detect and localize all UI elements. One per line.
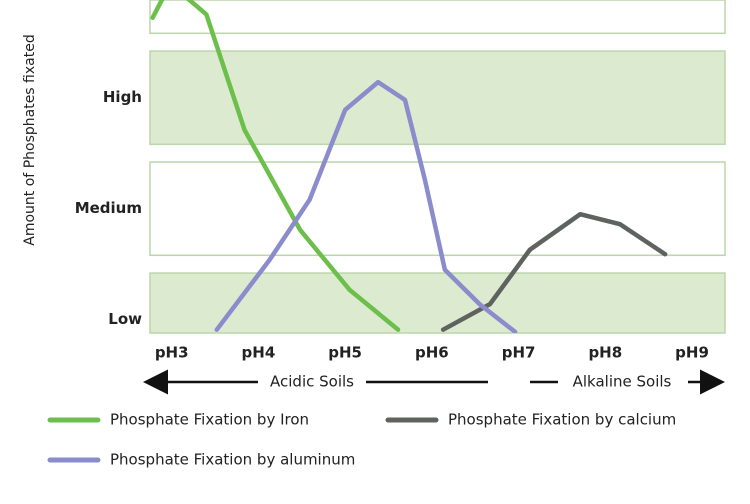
x-tick-label: pH9 bbox=[675, 344, 709, 362]
y-tick-label: Medium bbox=[75, 199, 142, 217]
legend-label: Phosphate Fixation by aluminum bbox=[110, 451, 355, 469]
x-tick-label: pH8 bbox=[588, 344, 622, 362]
x-tick-label: pH6 bbox=[415, 344, 449, 362]
y-tick-label: High bbox=[103, 88, 142, 106]
band bbox=[149, 272, 726, 334]
y-axis-label: Amount of Phosphates fixated bbox=[22, 34, 38, 245]
series-line bbox=[150, 0, 401, 332]
x-tick-label: pH7 bbox=[502, 344, 536, 362]
bands bbox=[149, 0, 726, 334]
lines bbox=[150, 0, 668, 333]
x-tick-label: pH4 bbox=[242, 344, 276, 362]
y-tick-label: Low bbox=[108, 310, 142, 328]
annotation: Acidic Soils bbox=[270, 373, 354, 391]
series-line bbox=[214, 79, 518, 333]
legend-label: Phosphate Fixation by Iron bbox=[110, 411, 309, 429]
x-tick-label: pH3 bbox=[155, 344, 189, 362]
label-bg bbox=[558, 370, 688, 394]
band bbox=[149, 0, 726, 35]
legend-label: Phosphate Fixation by calcium bbox=[448, 411, 676, 429]
annotation: Alkaline Soils bbox=[573, 373, 672, 391]
label-bg bbox=[258, 370, 366, 394]
legend: Phosphate Fixation by Iron Phosphate Fixa… bbox=[47, 411, 676, 469]
x-tick-label: pH5 bbox=[328, 344, 362, 362]
